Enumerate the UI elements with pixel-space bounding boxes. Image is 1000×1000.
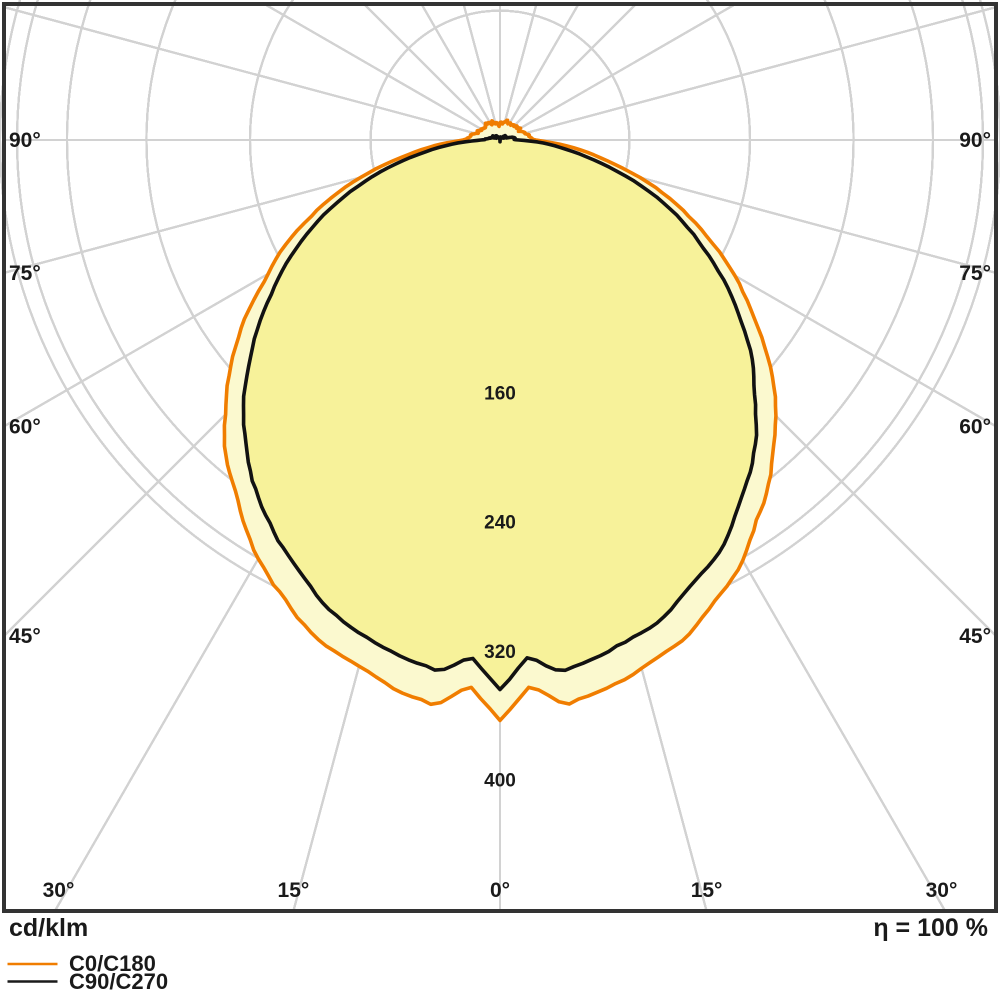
svg-text:η = 100 %: η = 100 %	[873, 914, 988, 942]
svg-text:45°: 45°	[959, 625, 991, 648]
svg-text:0°: 0°	[490, 879, 510, 902]
svg-text:160: 160	[484, 384, 516, 405]
svg-text:45°: 45°	[9, 625, 41, 648]
svg-text:90°: 90°	[959, 129, 991, 152]
svg-text:15°: 15°	[691, 879, 723, 902]
svg-text:C90/C270: C90/C270	[69, 969, 168, 994]
svg-text:240: 240	[484, 513, 516, 534]
svg-text:60°: 60°	[959, 415, 991, 438]
svg-text:75°: 75°	[9, 262, 41, 285]
svg-text:60°: 60°	[9, 415, 41, 438]
svg-text:30°: 30°	[43, 879, 75, 902]
svg-text:400: 400	[484, 770, 516, 791]
svg-text:15°: 15°	[278, 879, 310, 902]
svg-text:cd/klm: cd/klm	[9, 914, 88, 942]
svg-text:90°: 90°	[9, 129, 41, 152]
svg-text:75°: 75°	[959, 262, 991, 285]
svg-text:320: 320	[484, 642, 516, 663]
svg-text:30°: 30°	[926, 879, 958, 902]
